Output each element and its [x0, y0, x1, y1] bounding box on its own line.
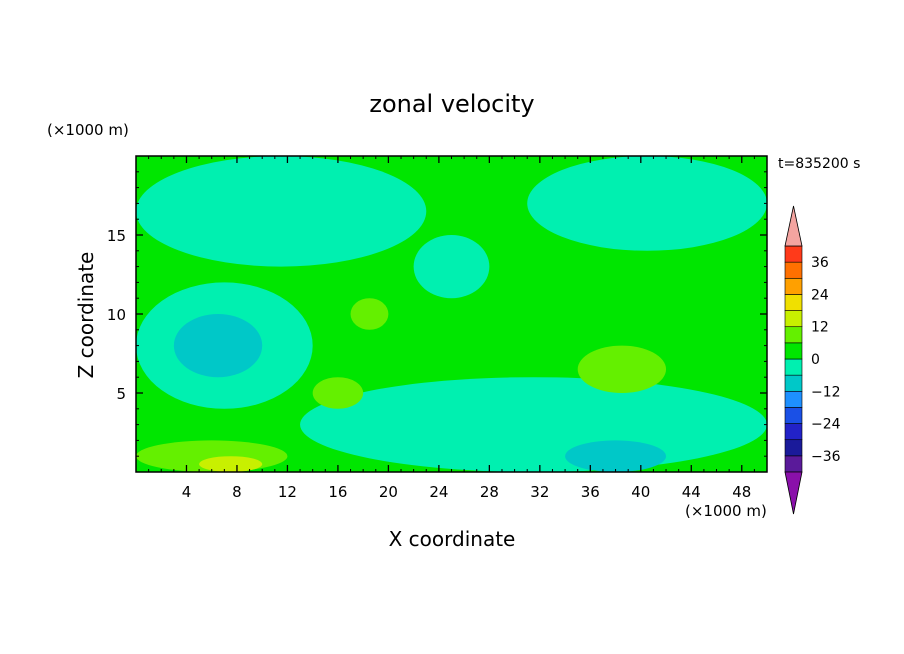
x-tick-label: 24	[429, 483, 448, 501]
y-axis: 5 10 15	[107, 171, 767, 457]
contour-region	[136, 156, 427, 267]
colorbar-swatch	[784, 439, 803, 457]
contour-region	[173, 314, 263, 378]
contour-region	[199, 456, 263, 472]
contour-region	[577, 345, 667, 393]
y-axis-label: Z coordinate	[74, 252, 98, 379]
x-tick-label: 36	[581, 483, 600, 501]
contour-region	[312, 377, 364, 409]
x-tick-label: 16	[328, 483, 347, 501]
colorbar-tick-label: 12	[811, 320, 829, 336]
x-tick-label: 4	[182, 483, 192, 501]
x-tick-label: 20	[379, 483, 398, 501]
colorbar-tick-label: 24	[811, 287, 829, 303]
colorbar-swatch	[784, 294, 803, 311]
colorbar-tick-label: −24	[811, 417, 841, 433]
x-tick-label: 48	[732, 483, 751, 501]
contour-region	[300, 377, 767, 472]
colorbar-tick-label: −36	[811, 449, 841, 465]
colorbar-swatch	[784, 326, 803, 344]
x-tick-label: 8	[232, 483, 242, 501]
colorbar-swatch	[784, 358, 803, 376]
plot-area	[136, 156, 767, 472]
colorbar: −36 −24 −12 0 12 24 36	[784, 205, 841, 515]
x-axis: 4 8 12 16 20 24 28 32 36 40 44 48	[148, 156, 755, 501]
x-tick-label: 12	[278, 483, 297, 501]
colorbar-swatch	[784, 423, 803, 441]
colorbar-over-arrow	[784, 205, 803, 247]
colorbar-tick-label: 0	[811, 352, 820, 368]
contour-region	[527, 156, 767, 251]
colorbar-swatch	[784, 261, 803, 279]
colorbar-under-arrow	[784, 471, 803, 515]
colorbar-swatch	[784, 407, 803, 424]
colorbar-swatch	[784, 310, 803, 328]
colorbar-swatch	[784, 390, 803, 408]
contour-region	[413, 235, 490, 299]
x-tick-label: 40	[631, 483, 650, 501]
x-tick-label: 44	[682, 483, 701, 501]
colorbar-swatch	[784, 342, 803, 360]
field-layer	[136, 156, 767, 472]
colorbar-swatch	[784, 245, 803, 263]
y-tick-label: 10	[107, 306, 126, 324]
colorbar-swatch	[784, 455, 803, 473]
y-unit-label: (×1000 m)	[47, 121, 129, 139]
colorbar-tick-label: −12	[811, 384, 841, 400]
x-unit-label: (×1000 m)	[685, 502, 767, 520]
colorbar-swatch	[784, 277, 803, 295]
contour-region	[350, 298, 389, 330]
colorbar-swatch	[784, 374, 803, 392]
time-label: t=835200 s	[778, 156, 860, 172]
chart-title: zonal velocity	[369, 90, 534, 118]
x-tick-label: 28	[480, 483, 499, 501]
x-tick-label: 32	[530, 483, 549, 501]
y-tick-label: 5	[116, 385, 126, 403]
x-axis-label: X coordinate	[389, 527, 516, 551]
contour-region	[565, 440, 667, 472]
y-tick-label: 15	[107, 227, 126, 245]
colorbar-tick-label: 36	[811, 255, 829, 271]
